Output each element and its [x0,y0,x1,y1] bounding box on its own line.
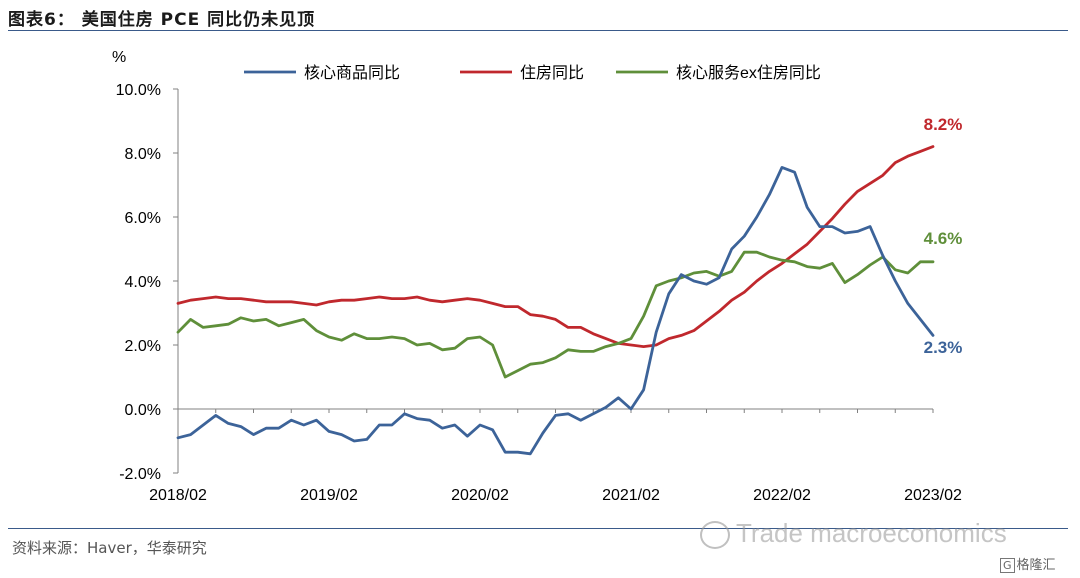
watermark-text: Trade macroeconomics [736,518,1007,548]
figure-title: 图表6： 美国住房 PCE 同比仍未见顶 [8,10,316,30]
brand-mark: G [1000,558,1015,573]
series-line-housing [176,145,935,348]
line-chart: % -2.0% 0.0% 2.0% 4.0% 6.0% 8.0% 10.0% 2018/02 20… [112,49,963,504]
chart-legend: 核心商品同比 住房同比 核心服务ex住房同比 [244,64,821,82]
end-label-housing: 8.2% [924,115,963,134]
y-tick-label: -2.0% [119,466,161,483]
header-divider [8,30,1068,31]
y-axis-unit: % [112,49,126,66]
legend-label-housing: 住房同比 [520,64,584,82]
x-tick-label: 2018/02 [149,487,207,504]
x-tick-label: 2021/02 [602,487,660,504]
watermark: Trade macroeconomics [700,518,1007,550]
end-label-core_services_ex_housing: 4.6% [924,229,963,248]
x-tick-label: 2023/02 [904,487,962,504]
source-note: 资料来源：Haver，华泰研究 [12,539,207,557]
y-tick-label: 0.0% [125,402,161,419]
brand-name: 格隆汇 [1016,558,1056,573]
y-tick-label: 6.0% [125,210,161,227]
legend-label-core_services_ex_housing: 核心服务ex住房同比 [676,64,821,82]
end-labels: 2.3% 8.2% 4.6% [924,115,963,357]
y-tick-label: 8.0% [125,146,161,163]
y-tick-label: 2.0% [125,338,161,355]
y-tick-label: 4.0% [125,274,161,291]
series-line-core_goods [176,166,935,456]
wechat-icon [700,521,730,550]
figure-header: 图表6： 美国住房 PCE 同比仍未见顶 [0,0,1080,32]
legend-label-core_goods: 核心商品同比 [304,64,400,82]
footer-divider [8,528,1068,529]
y-tick-label: 10.0% [116,82,161,99]
x-tick-label: 2019/02 [300,487,358,504]
series-layer [176,145,935,456]
series-line-core_services_ex_housing [176,250,935,379]
brand-logo: G 格隆汇 [1000,554,1056,573]
x-tick-label: 2020/02 [451,487,509,504]
x-tick-label: 2022/02 [753,487,811,504]
chart-axes: % -2.0% 0.0% 2.0% 4.0% 6.0% 8.0% 10.0% 2018/02 20… [112,49,962,504]
end-label-core_goods: 2.3% [924,338,963,357]
